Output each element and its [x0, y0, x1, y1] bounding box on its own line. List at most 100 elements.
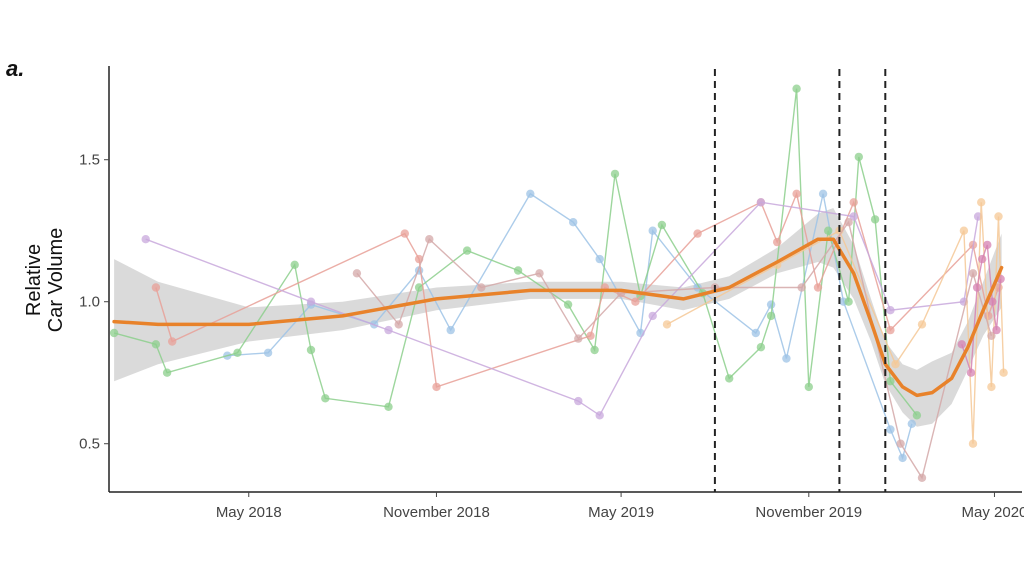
series-5-point: [994, 212, 1003, 221]
series-4-point: [141, 235, 150, 244]
series-4-point: [595, 411, 604, 420]
series-2-point: [886, 377, 895, 386]
series-2-point: [657, 220, 667, 230]
series-5-point: [662, 320, 672, 329]
smooth-trend-line: [112, 237, 1004, 398]
series-5-point: [987, 382, 996, 392]
series-1-point: [526, 189, 535, 198]
x-tick-label: May 2020: [962, 504, 1024, 521]
series-4-point: [648, 311, 657, 321]
series-3-point: [886, 325, 895, 335]
series-7-point: [983, 240, 992, 250]
series-2-point: [804, 382, 813, 392]
series-1-point: [782, 354, 791, 363]
series-3-point: [693, 229, 702, 238]
series-7-point: [972, 283, 982, 292]
series-line-3: [155, 191, 1000, 388]
series-6-point: [896, 439, 905, 448]
series-3-point: [151, 283, 161, 292]
x-tick-label: May 2018: [216, 504, 282, 521]
x-tick-label: November 2019: [755, 504, 862, 521]
series-4-point: [306, 297, 316, 306]
series-6-point: [987, 331, 996, 340]
series-layer: [109, 84, 1008, 482]
series-1-point: [693, 283, 702, 292]
series-5-point: [999, 368, 1008, 377]
series-7-point: [988, 297, 997, 306]
series-6-point: [425, 235, 434, 244]
series-2-point: [756, 343, 766, 352]
series-3-point: [586, 331, 595, 340]
series-2-point: [151, 340, 161, 349]
series-2-point: [109, 328, 119, 338]
series-3-point: [773, 237, 782, 247]
series-3-point: [168, 337, 177, 346]
series-1-point: [263, 348, 273, 357]
series-2-point: [824, 226, 833, 235]
series-4-point: [574, 396, 583, 406]
series-3-point: [849, 198, 858, 207]
series-3-point: [432, 382, 441, 392]
series-2-point: [414, 283, 424, 292]
smooth-layer: [112, 237, 1004, 398]
y-axis-title-line-1: Relative: [23, 244, 45, 316]
series-6-point: [477, 283, 486, 292]
series-3-point: [813, 283, 823, 292]
series-2-point: [912, 411, 922, 420]
series-1-point: [766, 300, 776, 309]
series-2-point: [306, 345, 316, 355]
series-2-point: [321, 394, 330, 403]
series-1-point: [886, 425, 895, 434]
series-2-point: [590, 345, 599, 355]
series-2-point: [462, 246, 472, 255]
series-2-point: [563, 300, 573, 309]
series-7-point: [978, 254, 987, 264]
series-6-point: [574, 334, 583, 343]
series-7-point: [992, 325, 1001, 335]
series-1-point: [907, 419, 916, 428]
x-tick-label: May 2019: [588, 504, 654, 521]
series-5-point: [959, 226, 969, 235]
series-2-point: [290, 260, 299, 269]
series-3-point: [400, 229, 409, 238]
y-tick-label: 1.5: [79, 152, 100, 169]
series-6-point: [535, 269, 544, 278]
series-5-point: [968, 439, 978, 448]
series-4-point: [756, 198, 766, 207]
series-line-7: [961, 244, 1002, 373]
series-7-point: [966, 368, 976, 377]
x-tick-label: November 2018: [383, 504, 490, 521]
series-3-point: [631, 297, 640, 306]
series-6-point: [968, 269, 978, 278]
series-line-1: [227, 192, 913, 461]
series-4-point: [886, 306, 895, 315]
series-2-point: [233, 348, 242, 357]
series-6-point: [797, 283, 806, 292]
series-2-point: [162, 368, 172, 377]
series-1-point: [818, 189, 828, 198]
series-4-point: [849, 212, 858, 221]
series-2-point: [513, 266, 523, 275]
series-1-point: [595, 254, 604, 264]
vline-layer: [713, 69, 887, 492]
series-line-6: [356, 220, 993, 480]
series-2-point: [766, 311, 776, 321]
series-1-point: [569, 218, 578, 227]
axes-layer: 0.5 1.0 1.5 May 2018 November 2018 May 2019 No…: [79, 66, 1024, 521]
y-tick-label: 0.5: [79, 436, 100, 453]
series-1-point: [648, 226, 657, 235]
series-5-point: [891, 360, 900, 369]
series-6-point: [917, 473, 927, 482]
series-2-point: [844, 297, 853, 306]
series-6-point: [394, 320, 403, 329]
series-2-point: [610, 169, 620, 179]
series-5-point: [977, 198, 986, 207]
y-tick-label: 1.0: [79, 294, 100, 311]
y-axis-title-line-2: Car Volume: [45, 228, 67, 333]
series-2-point: [854, 152, 863, 162]
series-5-point: [917, 320, 927, 329]
series-2-point: [725, 374, 734, 383]
series-2-point: [384, 402, 393, 411]
series-4-point: [384, 325, 393, 335]
